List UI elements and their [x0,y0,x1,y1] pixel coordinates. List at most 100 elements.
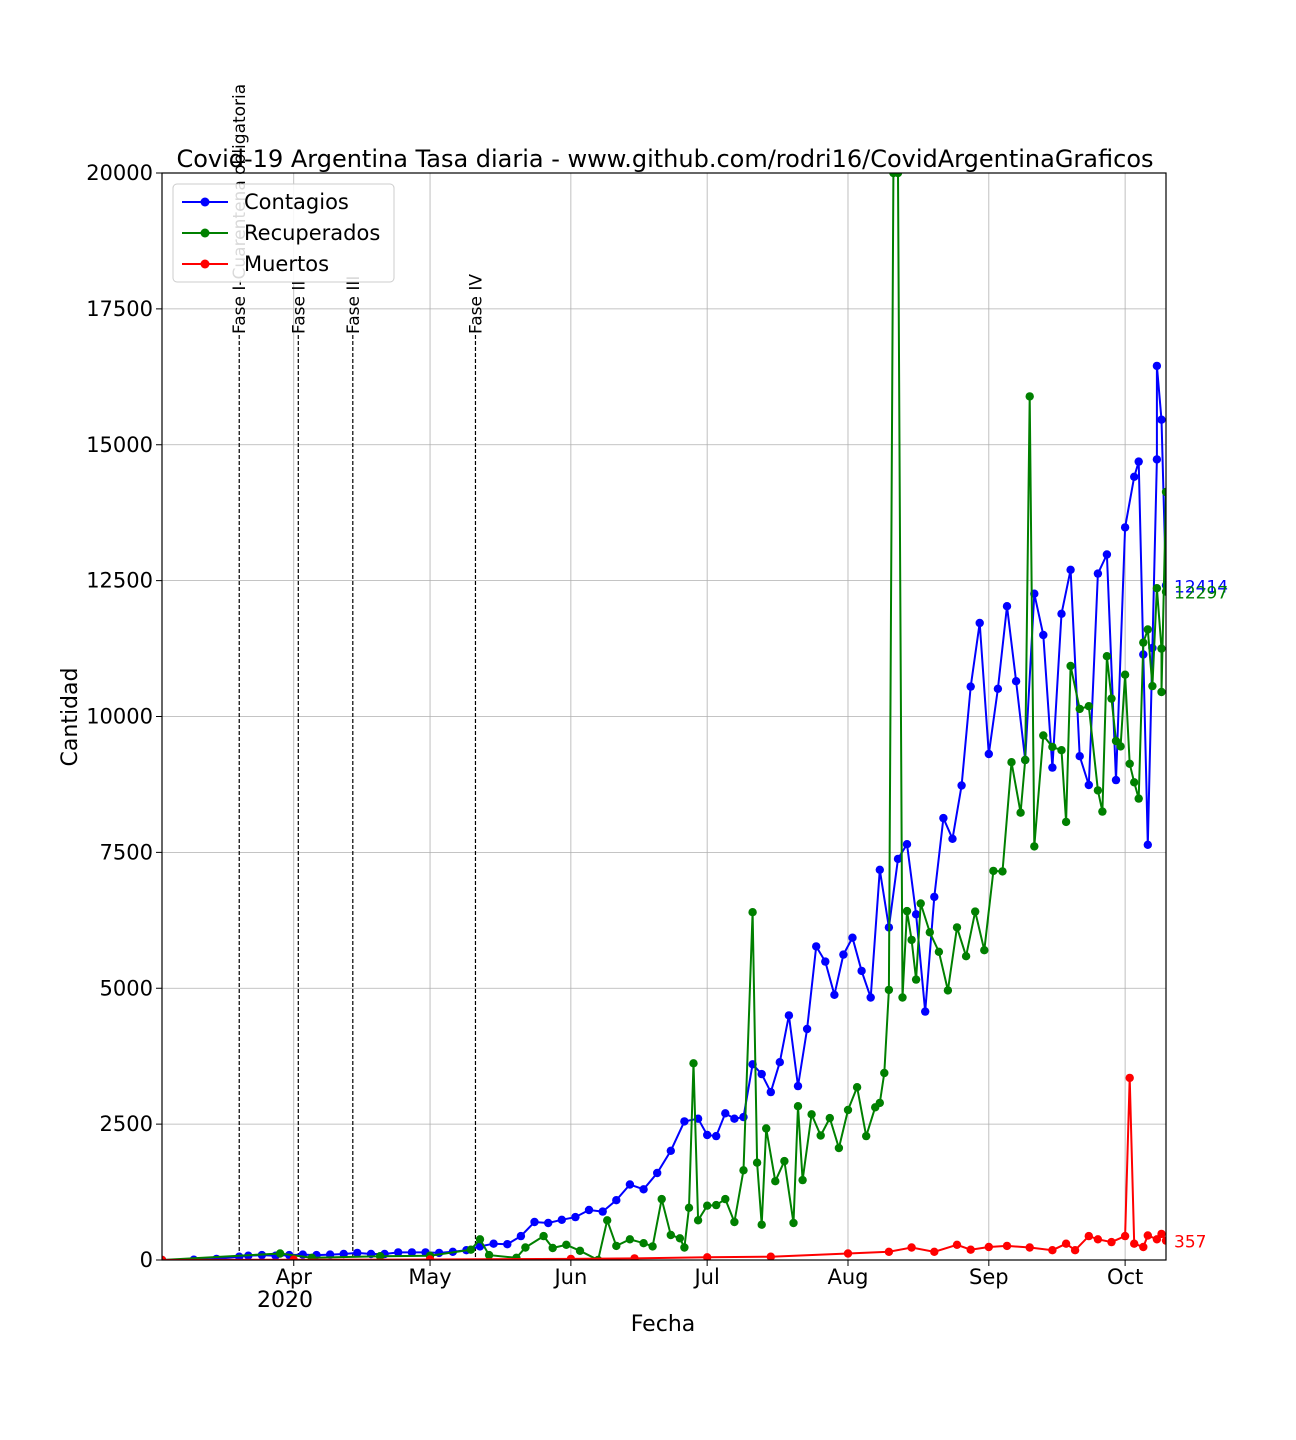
data-point [866,993,875,1002]
data-point [475,1235,485,1244]
data-point [1157,687,1166,697]
data-point [394,1248,403,1257]
data-point [1134,457,1143,466]
data-point [407,1248,417,1257]
data-point [852,1083,862,1092]
data-point [934,947,944,956]
data-point [952,923,962,932]
phase-label: Fase III [344,276,364,334]
data-point [680,1117,689,1126]
data-point [575,1246,585,1256]
data-point [762,1124,771,1133]
data-point [884,1247,894,1257]
data-point [1093,569,1103,578]
data-point [603,1216,612,1225]
data-point [1002,602,1012,611]
data-point [884,985,894,995]
data-point [993,684,1003,693]
data-point [948,834,957,843]
data-point [880,1068,889,1078]
data-point [739,1166,748,1175]
data-point [1120,523,1130,532]
data-point [1130,778,1139,787]
y-tick-label: 17500 [86,297,153,321]
end-label-recuperados: 12297 [1174,584,1228,604]
data-point [557,1215,566,1225]
x-axis-ticks: Apr May Jun Jul Aug Sep Oct [276,1260,1143,1289]
series-layer [162,173,1166,1260]
x-axis-label: Fecha [631,1312,696,1337]
data-point [1020,755,1030,765]
data-point [807,1110,816,1119]
data-point [275,1249,285,1258]
data-point [693,1216,703,1225]
data-point [666,1146,675,1156]
data-point [1148,681,1157,691]
data-point [353,1248,362,1258]
data-point [1102,652,1112,661]
y-tick-label: 2500 [100,1112,153,1136]
data-point [1066,565,1075,574]
data-point [730,1217,739,1227]
data-point [1084,1231,1094,1241]
y-tick-label: 15000 [86,433,153,457]
data-point [793,1102,803,1111]
data-point [639,1185,648,1194]
data-point [675,1234,685,1243]
data-point [639,1239,648,1248]
phase-label: Fase IV [466,274,486,334]
legend-label: Muertos [244,252,329,276]
data-point [1130,1239,1139,1248]
end-label-contagios: 12414 [1174,577,1228,597]
x-tick-label: Sep [969,1265,1009,1289]
data-point [1030,842,1039,851]
data-point [1107,694,1116,703]
data-point [1007,758,1016,767]
data-point [512,1253,521,1260]
data-point [721,1194,730,1204]
legend-label: Recuperados [244,221,380,245]
data-point [766,1087,775,1097]
data-point [966,1245,975,1254]
data-point [812,942,821,951]
data-point [961,952,971,961]
data-point [780,1156,789,1166]
data-point [630,1254,639,1260]
data-point [875,1098,884,1108]
data-point [1061,817,1071,827]
data-point [566,1254,576,1260]
data-point [1111,775,1121,785]
data-point [712,1131,721,1141]
data-point [612,1241,621,1251]
data-point [784,1011,794,1020]
end-label-muertos: 357 [1174,1233,1206,1253]
data-point [703,1201,712,1210]
data-point [943,986,953,995]
data-point [1011,677,1021,686]
data-point [907,935,916,945]
chart-title: Covid-19 Argentina Tasa diaria - www.git… [176,145,1153,173]
data-point [925,928,934,937]
data-point [1157,1229,1166,1239]
data-point [893,173,903,178]
data-point [843,1249,853,1258]
data-point [1107,1237,1116,1247]
data-point [862,1131,871,1141]
data-point [930,1247,939,1257]
data-point [375,1252,385,1260]
data-point [1048,763,1057,772]
data-point [584,1205,594,1215]
data-point [516,1231,526,1241]
data-point [1116,742,1125,751]
data-point [1152,455,1162,464]
data-point [1143,625,1153,634]
data-point [307,1253,317,1260]
data-point [1025,1243,1034,1252]
data-point [821,957,830,966]
y-tick-label: 10000 [86,705,153,729]
data-point [1098,807,1107,816]
data-point [989,866,998,876]
data-point [793,1081,803,1091]
y-tick-label: 0 [140,1248,153,1272]
data-point [466,1245,476,1254]
